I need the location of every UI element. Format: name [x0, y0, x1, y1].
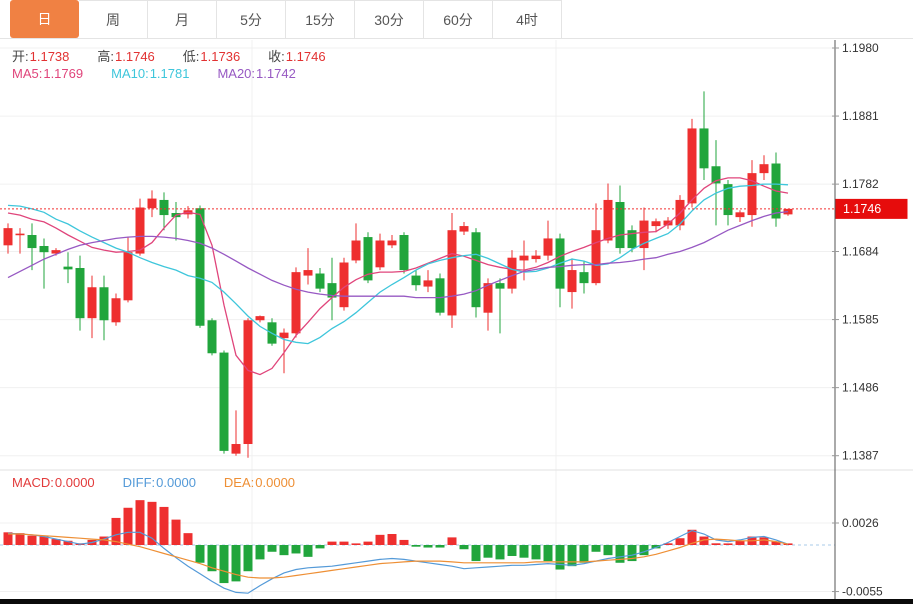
interval-tab-1[interactable]: 周 [79, 0, 148, 38]
ohlc-legend-item: 收:1.1746 [268, 49, 326, 64]
svg-text:1.1782: 1.1782 [842, 177, 879, 191]
current-price-tag: 1.1746 [835, 198, 908, 219]
ma-line-ma10 [7, 183, 789, 345]
interval-tab-5[interactable]: 30分 [355, 0, 424, 38]
macd-legend: MACD:0.0000 DIFF:0.0000 DEA:0.0000 [12, 475, 323, 490]
macd-legend-item: DIFF:0.0000 [122, 475, 196, 490]
macd-line-diff [7, 529, 789, 594]
interval-tab-7[interactable]: 4时 [493, 0, 562, 38]
svg-text:1.1980: 1.1980 [842, 41, 879, 55]
svg-text:1.1486: 1.1486 [842, 381, 879, 395]
interval-tab-0[interactable]: 日 [10, 0, 79, 38]
interval-tab-2[interactable]: 月 [148, 0, 217, 38]
ohlc-legend-item: 高:1.1746 [97, 49, 155, 64]
ohlc-legend: 开:1.1738 高:1.1746 低:1.1736 收:1.1746 [12, 46, 354, 65]
macd-line-dea [8, 533, 789, 579]
macd-legend-item: MACD:0.0000 [12, 475, 95, 490]
ohlc-legend-item: 开:1.1738 [12, 49, 70, 64]
interval-tabbar: 日周月 5分 15分 30分 60分 4时 [0, 0, 913, 39]
svg-text:1.1746: 1.1746 [843, 202, 881, 216]
ma-line-ma5 [7, 177, 789, 376]
svg-text:1.1881: 1.1881 [842, 109, 879, 123]
macd-histogram [3, 500, 793, 584]
ma-line-ma20 [7, 210, 789, 299]
bottom-bar [0, 599, 913, 604]
interval-tab-4[interactable]: 15分 [286, 0, 355, 38]
svg-text:1.1684: 1.1684 [842, 245, 879, 259]
ma-legend: MA5:1.1769 MA10:1.1781 MA20:1.1742 [12, 66, 324, 81]
candles-layer [3, 91, 793, 458]
ma-legend-item: MA10:1.1781 [111, 66, 190, 81]
svg-text:0.0026: 0.0026 [842, 516, 879, 530]
ma-legend-item: MA20:1.1742 [217, 66, 296, 81]
macd-legend-item: DEA:0.0000 [223, 475, 296, 490]
ohlc-legend-item: 低:1.1736 [182, 49, 241, 64]
svg-text:1.1387: 1.1387 [842, 449, 879, 463]
ma-legend-item: MA5:1.1769 [12, 66, 84, 81]
interval-tab-3[interactable]: 5分 [217, 0, 286, 38]
axis-tick-labels: 1.1980 1.1881 1.1782 1.1684 1.1585 1.1486 1.13… [832, 41, 883, 599]
svg-text:-0.0055: -0.0055 [842, 585, 883, 599]
svg-text:1.1585: 1.1585 [842, 313, 879, 327]
interval-tab-6[interactable]: 60分 [424, 0, 493, 38]
grid-layer [0, 40, 913, 599]
